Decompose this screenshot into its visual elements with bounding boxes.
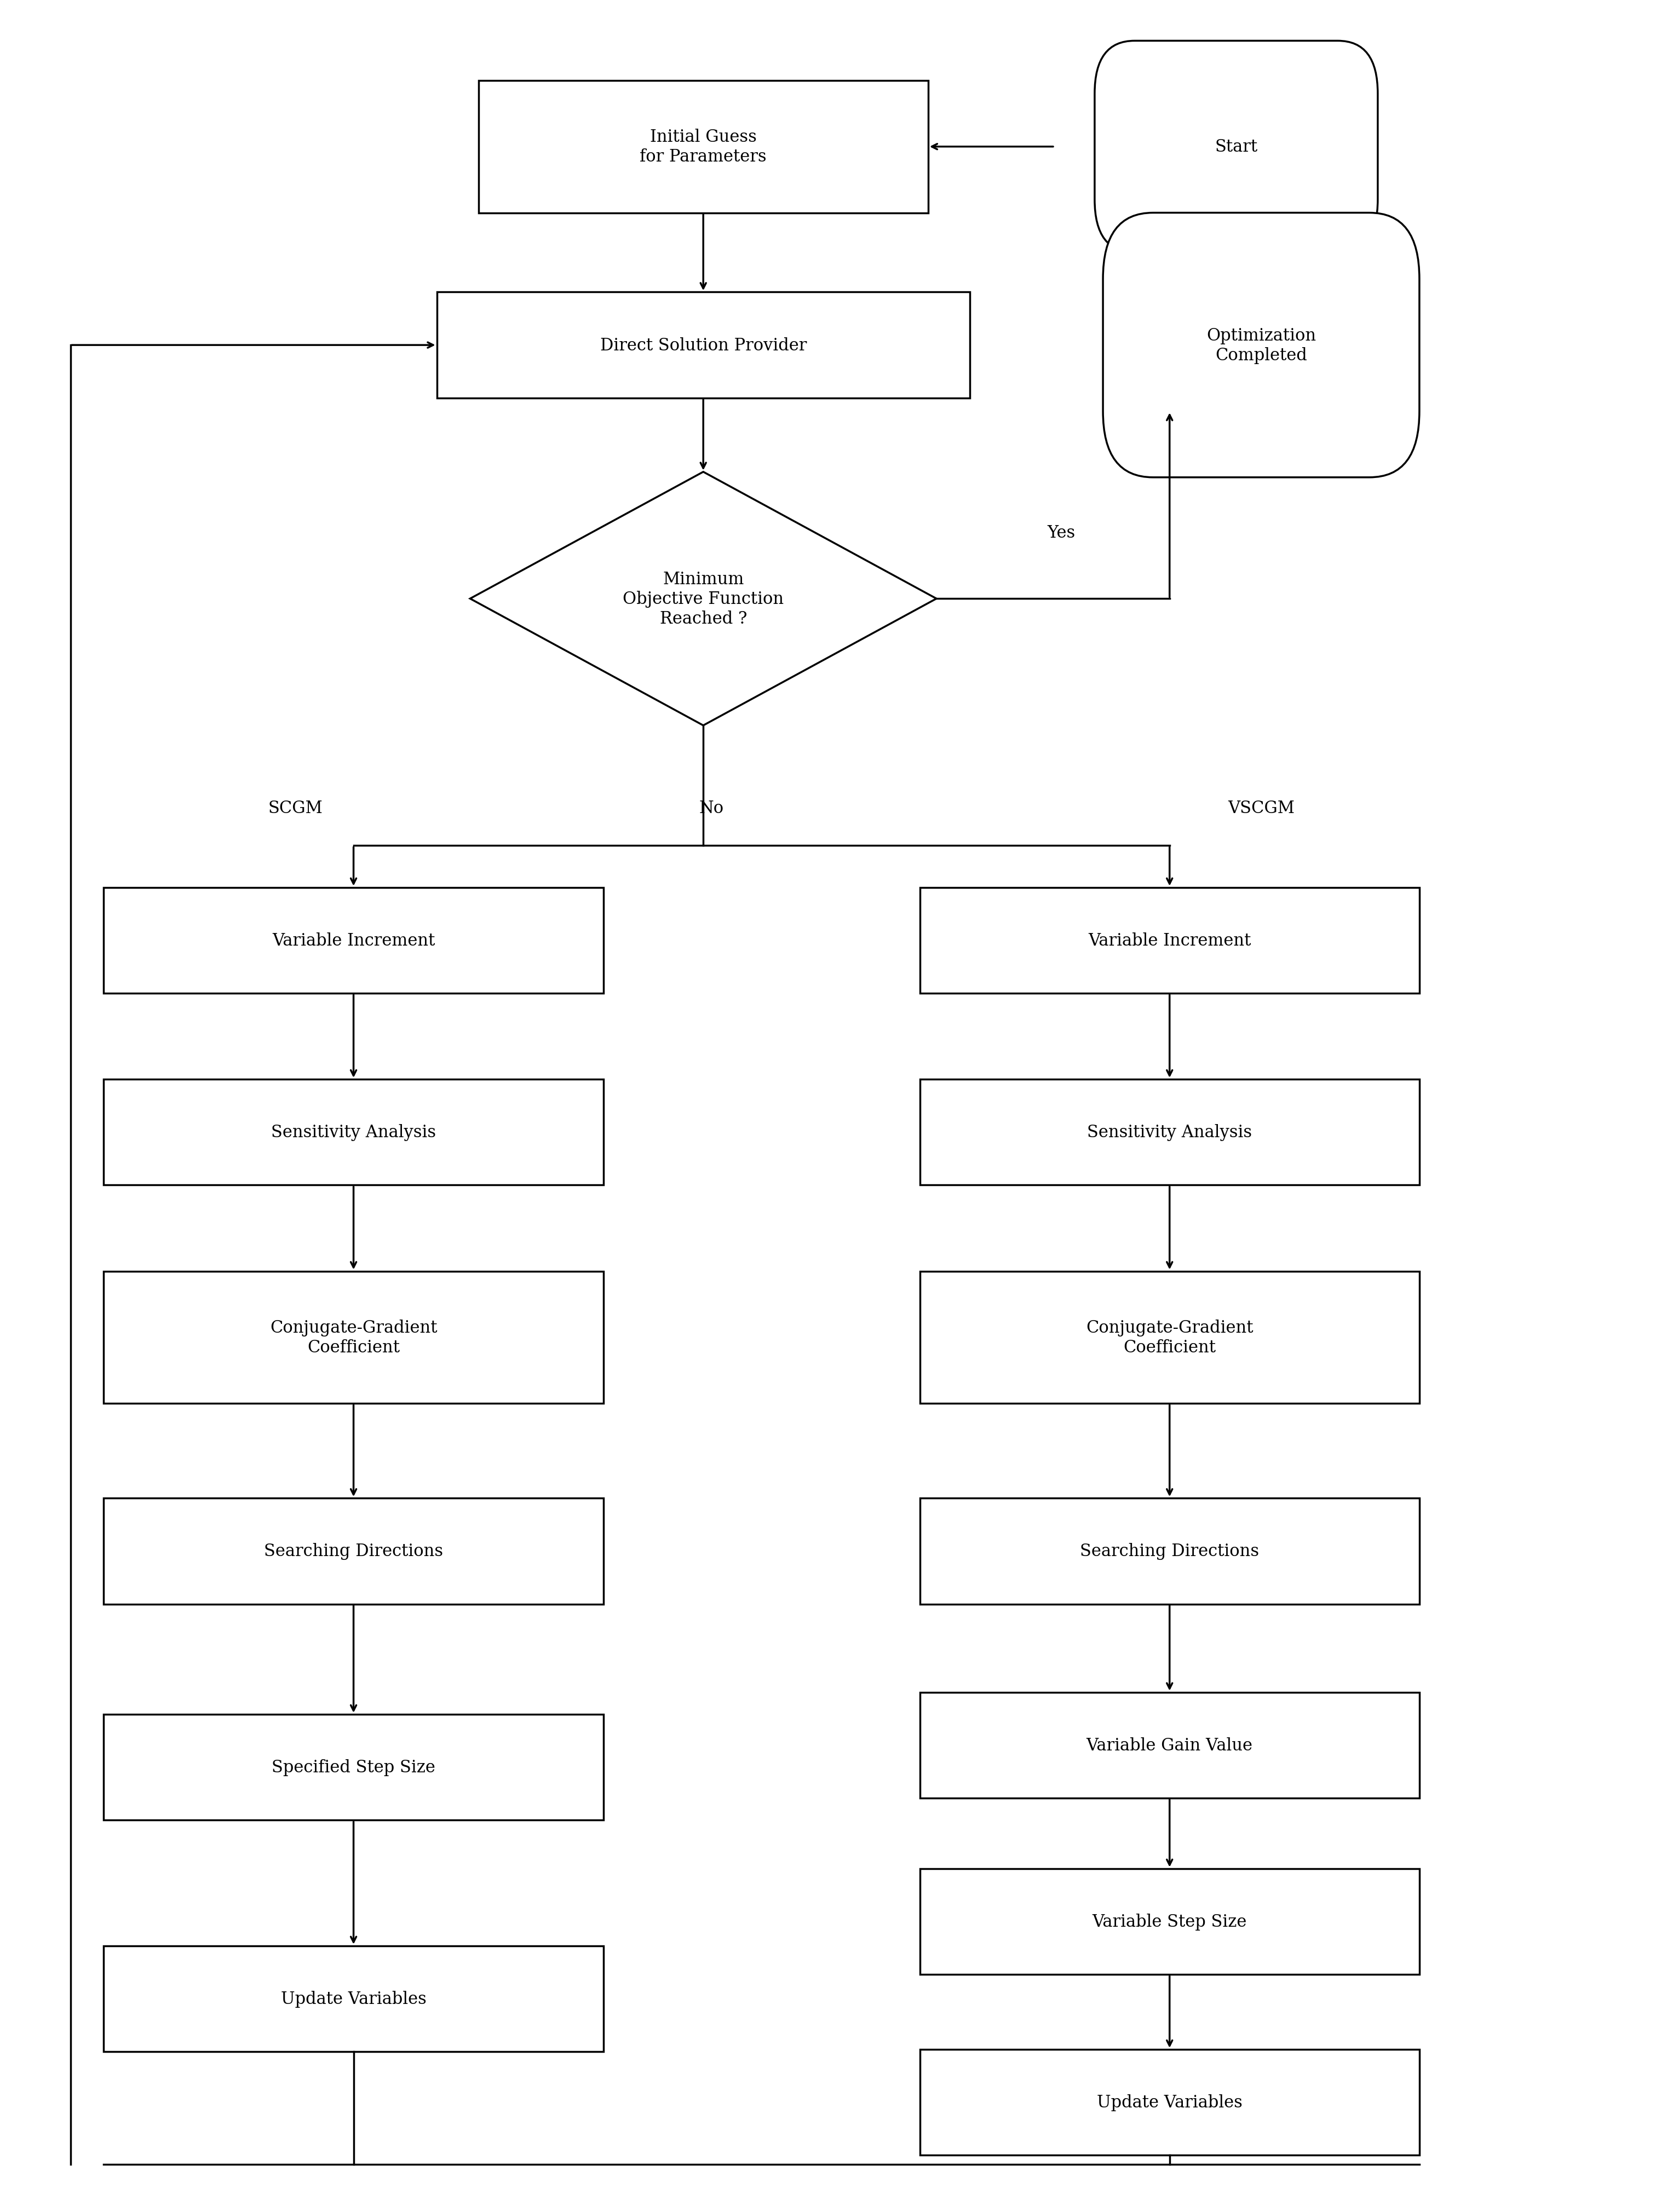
Text: Update Variables: Update Variables: [1097, 2095, 1243, 2110]
FancyBboxPatch shape: [104, 887, 604, 993]
FancyBboxPatch shape: [478, 82, 929, 212]
Text: SCGM: SCGM: [268, 801, 323, 816]
Text: Variable Increment: Variable Increment: [1087, 931, 1251, 949]
Text: Conjugate-Gradient
Coefficient: Conjugate-Gradient Coefficient: [1086, 1318, 1253, 1356]
FancyBboxPatch shape: [104, 1079, 604, 1186]
Text: Conjugate-Gradient
Coefficient: Conjugate-Gradient Coefficient: [269, 1318, 437, 1356]
Text: Specified Step Size: Specified Step Size: [271, 1759, 435, 1776]
Text: Variable Increment: Variable Increment: [273, 931, 435, 949]
FancyBboxPatch shape: [920, 887, 1419, 993]
Text: VSCGM: VSCGM: [1228, 801, 1295, 816]
Text: Searching Directions: Searching Directions: [264, 1542, 443, 1559]
Text: Sensitivity Analysis: Sensitivity Analysis: [1087, 1124, 1251, 1141]
FancyBboxPatch shape: [1094, 42, 1379, 252]
Text: Variable Gain Value: Variable Gain Value: [1086, 1736, 1253, 1754]
Text: Variable Step Size: Variable Step Size: [1092, 1913, 1246, 1931]
Text: Direct Solution Provider: Direct Solution Provider: [601, 336, 806, 354]
Text: No: No: [699, 801, 724, 816]
Text: Update Variables: Update Variables: [281, 1991, 427, 2006]
Text: Initial Guess
for Parameters: Initial Guess for Parameters: [639, 128, 766, 166]
FancyBboxPatch shape: [920, 1869, 1419, 1975]
FancyBboxPatch shape: [1103, 212, 1419, 478]
FancyBboxPatch shape: [920, 1692, 1419, 1798]
Polygon shape: [470, 471, 937, 726]
Text: Optimization
Completed: Optimization Completed: [1206, 327, 1317, 363]
Text: Start: Start: [1215, 139, 1258, 155]
Text: Sensitivity Analysis: Sensitivity Analysis: [271, 1124, 437, 1141]
FancyBboxPatch shape: [104, 1272, 604, 1405]
FancyBboxPatch shape: [104, 1947, 604, 2053]
FancyBboxPatch shape: [920, 1498, 1419, 1604]
FancyBboxPatch shape: [920, 2051, 1419, 2154]
FancyBboxPatch shape: [920, 1272, 1419, 1405]
FancyBboxPatch shape: [437, 292, 970, 398]
FancyBboxPatch shape: [920, 1079, 1419, 1186]
FancyBboxPatch shape: [104, 1714, 604, 1820]
FancyBboxPatch shape: [104, 1498, 604, 1604]
Text: Yes: Yes: [1047, 524, 1076, 542]
Text: Searching Directions: Searching Directions: [1081, 1542, 1260, 1559]
Text: Minimum
Objective Function
Reached ?: Minimum Objective Function Reached ?: [622, 571, 785, 626]
